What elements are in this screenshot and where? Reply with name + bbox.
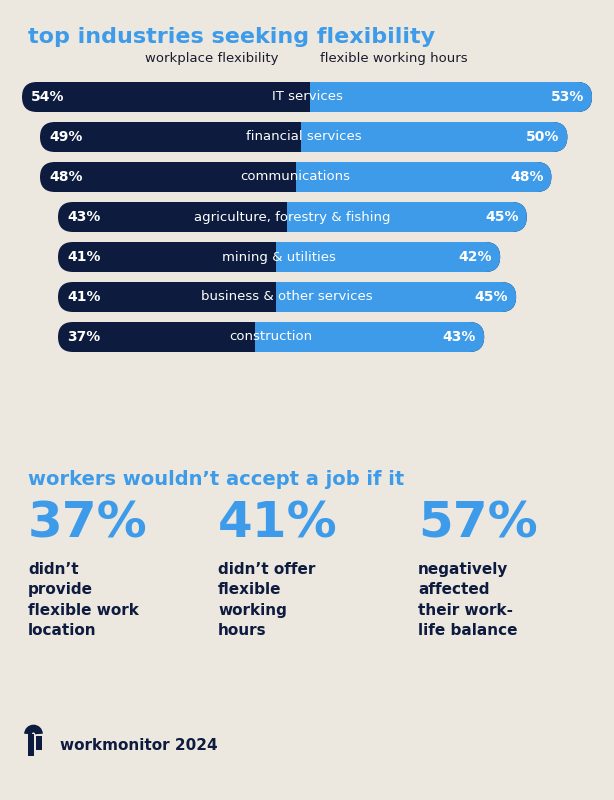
Bar — [36, 736, 42, 750]
Text: 37%: 37% — [28, 500, 148, 548]
FancyBboxPatch shape — [295, 82, 592, 112]
Text: business & other services: business & other services — [201, 290, 373, 303]
Text: financial services: financial services — [246, 130, 362, 143]
Text: 42%: 42% — [459, 250, 492, 264]
Text: workers wouldn’t accept a job if it: workers wouldn’t accept a job if it — [28, 470, 404, 489]
Text: workmonitor 2024: workmonitor 2024 — [60, 738, 217, 753]
Text: didn’t offer
flexible
working
hours: didn’t offer flexible working hours — [218, 562, 316, 638]
Text: 43%: 43% — [67, 210, 100, 224]
Text: didn’t
provide
flexible work
location: didn’t provide flexible work location — [28, 562, 139, 638]
FancyBboxPatch shape — [58, 322, 484, 352]
Text: 48%: 48% — [510, 170, 543, 184]
FancyBboxPatch shape — [58, 202, 527, 232]
Text: 49%: 49% — [49, 130, 82, 144]
FancyBboxPatch shape — [240, 322, 484, 352]
Text: flexible working hours: flexible working hours — [320, 52, 468, 65]
Text: 41%: 41% — [67, 250, 101, 264]
Text: 57%: 57% — [418, 500, 538, 548]
FancyBboxPatch shape — [22, 82, 592, 112]
FancyBboxPatch shape — [262, 242, 500, 272]
FancyBboxPatch shape — [281, 162, 551, 192]
Text: 41%: 41% — [218, 500, 338, 548]
FancyBboxPatch shape — [40, 162, 551, 192]
Text: agriculture, forestry & fishing: agriculture, forestry & fishing — [194, 210, 391, 223]
Text: 45%: 45% — [485, 210, 519, 224]
Text: 50%: 50% — [526, 130, 559, 144]
Text: 45%: 45% — [475, 290, 508, 304]
FancyBboxPatch shape — [58, 242, 500, 272]
Text: workplace flexibility: workplace flexibility — [145, 52, 279, 65]
FancyBboxPatch shape — [272, 202, 527, 232]
FancyBboxPatch shape — [58, 282, 516, 312]
Text: 37%: 37% — [67, 330, 100, 344]
Text: 53%: 53% — [551, 90, 584, 104]
Text: top industries seeking flexibility: top industries seeking flexibility — [28, 27, 435, 47]
FancyBboxPatch shape — [40, 122, 567, 152]
Text: 43%: 43% — [443, 330, 476, 344]
Text: negatively
affected
their work-
life balance: negatively affected their work- life bal… — [418, 562, 518, 638]
Text: mining & utilities: mining & utilities — [222, 250, 336, 263]
Bar — [28, 734, 34, 756]
FancyBboxPatch shape — [262, 282, 516, 312]
Text: communications: communications — [241, 170, 351, 183]
Text: 48%: 48% — [49, 170, 82, 184]
FancyBboxPatch shape — [286, 122, 567, 152]
Text: construction: construction — [230, 330, 313, 343]
Text: 41%: 41% — [67, 290, 101, 304]
Text: IT services: IT services — [271, 90, 343, 103]
Text: 54%: 54% — [31, 90, 64, 104]
